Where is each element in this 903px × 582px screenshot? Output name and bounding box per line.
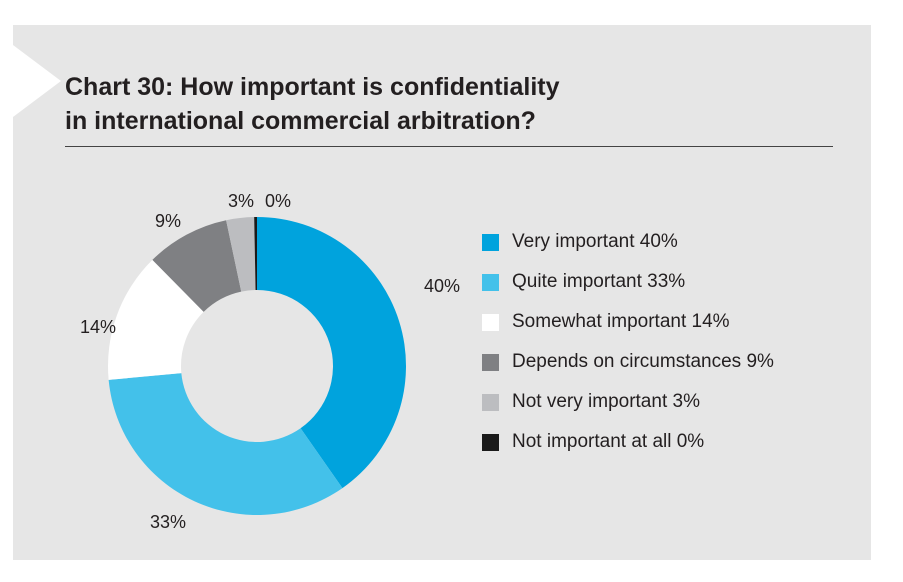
legend-swatch — [482, 433, 499, 451]
slice-label: 40% — [424, 276, 460, 296]
legend-item: Not very important 3% — [482, 382, 774, 422]
legend-item: Quite important 33% — [482, 262, 774, 302]
slice-not-very-important — [226, 217, 256, 292]
legend-item: Not important at all 0% — [482, 422, 774, 462]
slice-somewhat-important — [108, 259, 204, 380]
legend-swatch — [482, 353, 499, 371]
legend-label: Very important 40% — [512, 231, 678, 252]
legend-swatch — [482, 393, 499, 411]
legend-swatch — [482, 233, 499, 251]
legend-item: Very important 40% — [482, 222, 774, 262]
panel-notch — [13, 45, 61, 117]
title-line-1: Chart 30: How important is confidentiali… — [65, 73, 560, 101]
legend-label: Depends on circumstances 9% — [512, 351, 774, 372]
legend-item: Depends on circumstances 9% — [482, 342, 774, 382]
slice-not-important-at-all — [254, 217, 257, 291]
slice-depends-on-circumstances — [152, 220, 242, 312]
legend-label: Not very important 3% — [512, 391, 700, 412]
legend-label: Somewhat important 14% — [512, 311, 730, 332]
slice-quite-important — [108, 373, 343, 515]
chart-legend: Very important 40% Quite important 33% Som… — [482, 222, 774, 462]
slice-label: 14% — [80, 317, 116, 337]
legend-label: Quite important 33% — [512, 271, 686, 292]
slice-label: 9% — [155, 211, 181, 231]
slice-label: 0% — [265, 191, 291, 211]
legend-swatch — [482, 273, 499, 291]
title-divider — [65, 146, 833, 147]
legend-item: Somewhat important 14% — [482, 302, 774, 342]
legend-label: Not important at all 0% — [512, 431, 705, 452]
slice-label: 3% — [228, 191, 254, 211]
title-line-2: in international commercial arbitration? — [65, 107, 536, 135]
slice-very-important — [257, 217, 406, 489]
chart-title: Chart 30: How important is confidentiali… — [65, 70, 560, 138]
slice-label: 33% — [150, 512, 186, 532]
legend-swatch — [482, 313, 499, 331]
